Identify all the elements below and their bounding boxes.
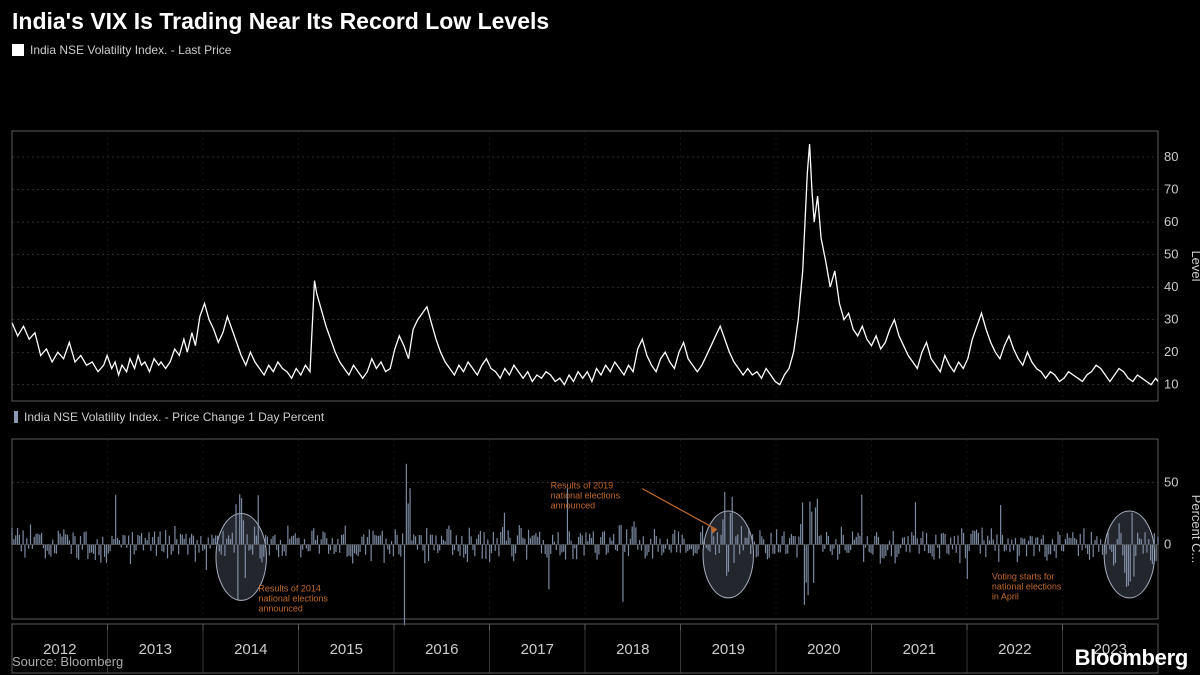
svg-text:announced: announced xyxy=(258,604,303,614)
svg-text:Results of 2019: Results of 2019 xyxy=(551,481,614,491)
svg-text:in April: in April xyxy=(992,591,1019,601)
svg-text:20: 20 xyxy=(1164,344,1178,359)
svg-text:Voting starts for: Voting starts for xyxy=(992,571,1055,581)
svg-text:2020: 2020 xyxy=(807,641,840,658)
svg-text:announced: announced xyxy=(551,501,596,511)
svg-text:2013: 2013 xyxy=(139,641,172,658)
svg-text:10: 10 xyxy=(1164,377,1178,392)
svg-text:2014: 2014 xyxy=(234,641,267,658)
chart-svg: 10 20 30 40 50 60 70 80 Level India NSE Volatilit… xyxy=(0,61,1200,675)
svg-text:national elections: national elections xyxy=(258,594,328,604)
svg-text:national elections: national elections xyxy=(992,581,1062,591)
brand-logo: Bloomberg xyxy=(1075,645,1188,671)
svg-text:national elections: national elections xyxy=(551,491,621,501)
legend-swatch-line xyxy=(12,44,24,56)
chart-area: 10 20 30 40 50 60 70 80 Level India NSE Volatilit… xyxy=(0,61,1200,675)
svg-text:2022: 2022 xyxy=(998,641,1031,658)
legend-top-label: India NSE Volatility Index. - Last Price xyxy=(30,43,231,57)
svg-text:2019: 2019 xyxy=(712,641,745,658)
svg-text:2018: 2018 xyxy=(616,641,649,658)
svg-text:60: 60 xyxy=(1164,214,1178,229)
svg-text:India NSE Volatility Index. -: India NSE Volatility Index. - Price Chan… xyxy=(24,410,325,424)
svg-text:2017: 2017 xyxy=(521,641,554,658)
svg-text:0: 0 xyxy=(1164,537,1171,552)
svg-text:2015: 2015 xyxy=(330,641,363,658)
svg-text:80: 80 xyxy=(1164,149,1178,164)
svg-text:50: 50 xyxy=(1164,474,1178,489)
svg-text:70: 70 xyxy=(1164,182,1178,197)
source-text: Source: Bloomberg xyxy=(12,654,123,669)
svg-text:30: 30 xyxy=(1164,312,1178,327)
legend-top: India NSE Volatility Index. - Last Price xyxy=(0,41,1200,61)
chart-title: India's VIX Is Trading Near Its Record L… xyxy=(0,0,1200,41)
svg-text:2016: 2016 xyxy=(425,641,458,658)
svg-text:Level: Level xyxy=(1189,250,1200,281)
svg-text:40: 40 xyxy=(1164,279,1178,294)
svg-text:Percent C...: Percent C... xyxy=(1189,495,1200,564)
svg-text:2021: 2021 xyxy=(903,641,936,658)
svg-text:Results of 2014: Results of 2014 xyxy=(258,584,321,594)
svg-text:50: 50 xyxy=(1164,247,1178,262)
